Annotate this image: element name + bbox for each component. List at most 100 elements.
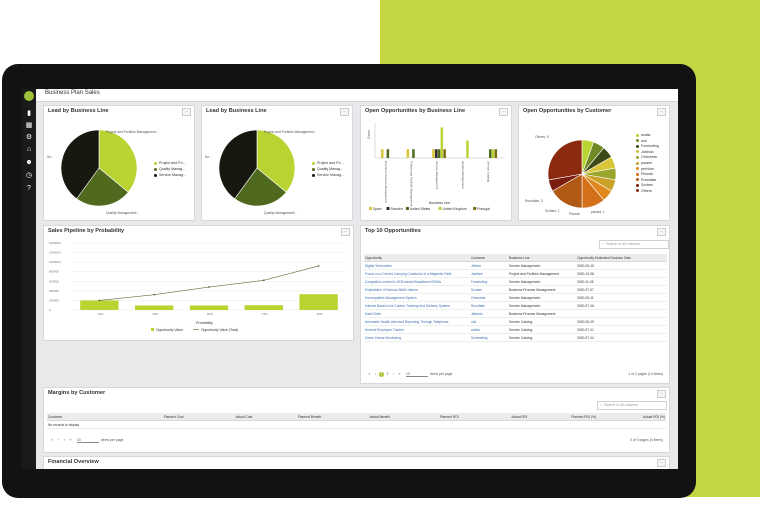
table-row[interactable]: Internet Based Live Courier Tracking And… xyxy=(364,301,667,310)
opportunity-link[interactable]: Green House Monitoring xyxy=(364,333,470,342)
customer-link[interactable]: Fuminoting xyxy=(470,277,508,286)
column-header[interactable]: Planned ROI (%) xyxy=(528,413,598,421)
margins-search-input[interactable]: ⌕ Search in all columns xyxy=(597,401,667,410)
table-cell: 2020-09-15 xyxy=(576,261,667,270)
table-row[interactable]: Focus on a Current Carrying Conductor in… xyxy=(364,269,667,278)
customer-link[interactable]: Ontometa xyxy=(470,293,508,302)
pie-label: Se... xyxy=(205,155,212,159)
prev-page-icon[interactable]: ‹ xyxy=(374,372,377,376)
bank-icon[interactable]: ⌂ xyxy=(26,146,32,153)
pie-slice xyxy=(76,167,129,207)
table-cell: 2020-06-29 xyxy=(576,317,667,326)
margins-summary: 0 of 0 pages (0 items) xyxy=(630,438,663,442)
gear-icon[interactable]: ⚙ xyxy=(25,134,33,141)
customer-link[interactable]: Scoteni xyxy=(470,285,508,294)
bar xyxy=(386,149,390,158)
last-page-icon[interactable]: » xyxy=(398,372,401,376)
legend-swatch xyxy=(369,207,372,210)
page-1-button[interactable]: 1 xyxy=(379,372,384,377)
customer-link[interactable]: avalia xyxy=(470,325,508,334)
legend-swatch xyxy=(312,161,315,165)
table-row[interactable]: Exploitation of Narrow-Width Values Scote… xyxy=(364,285,667,294)
legend-label: Spain xyxy=(373,207,382,211)
legend-swatch xyxy=(636,189,639,193)
opportunity-link[interactable]: Focus on a Current Carrying Conductor in… xyxy=(364,269,470,278)
first-page-icon[interactable]: « xyxy=(51,438,54,442)
table-row[interactable]: Homeopathic Management System Ontometa Ser… xyxy=(364,293,667,302)
bar xyxy=(437,149,441,158)
table-row[interactable]: Digital Technoteks Jellium Service Managem… xyxy=(364,261,667,270)
prev-page-icon[interactable]: ‹ xyxy=(57,438,60,442)
top10-search-input[interactable]: ⌕ Search in all columns xyxy=(599,240,669,249)
pie-label: Others, 5 xyxy=(535,135,549,139)
legend-item: parami xyxy=(636,161,659,167)
last-page-icon[interactable]: » xyxy=(69,438,72,442)
customer-link[interactable]: Jumbee xyxy=(470,269,508,278)
first-page-icon[interactable]: « xyxy=(368,372,371,376)
panel-title: Open Opportunities by Business Line xyxy=(365,108,466,114)
customer-link[interactable]: Jellium xyxy=(470,261,508,270)
column-header[interactable]: Planned ROI xyxy=(390,413,460,421)
customer-link[interactable]: Jabindo xyxy=(470,309,508,318)
next-page-icon[interactable]: › xyxy=(392,372,395,376)
column-header[interactable]: Actual ROI (%) xyxy=(597,413,666,421)
clock-icon[interactable]: ◷ xyxy=(25,172,33,179)
opportunity-link[interactable]: Android Employee Tracker xyxy=(364,325,470,334)
legend-swatch xyxy=(636,183,639,187)
opportunity-link[interactable]: Homeopathic Management System xyxy=(364,293,470,302)
table-row[interactable]: Green House Monitoring Scotmating Service … xyxy=(364,333,667,342)
tick-label: 400000 xyxy=(49,289,59,293)
page-2-button[interactable]: 2 xyxy=(386,372,389,376)
legend-item: Service Manag... xyxy=(312,173,344,177)
panel-menu-icon[interactable]: ··· xyxy=(657,390,666,398)
tick-label: 1200000 xyxy=(49,251,61,255)
bar-chart-icon[interactable]: ▮ xyxy=(27,110,31,117)
opportunity-link[interactable]: Internet Based Live Courier Tracking And… xyxy=(364,301,470,310)
column-header[interactable]: Planned Cost xyxy=(115,413,185,421)
search-icon: ⌕ xyxy=(599,403,602,407)
pie-label: Project and Portfolio Management... xyxy=(106,130,159,134)
panel-menu-icon[interactable]: ··· xyxy=(657,459,666,467)
bar xyxy=(443,149,446,158)
table-row[interactable]: Congestion control in ATM-based Broadban… xyxy=(364,277,667,286)
opportunity-link[interactable]: Congestion control in ATM-based Broadban… xyxy=(364,277,470,286)
table-cell: Service Catalog xyxy=(508,333,576,342)
page-size-select[interactable]: 10 xyxy=(406,372,428,377)
pie-slice xyxy=(218,129,258,200)
grid-icon[interactable]: ▦ xyxy=(25,122,33,129)
column-header[interactable]: Customer xyxy=(47,413,116,421)
help-icon[interactable]: ? xyxy=(27,185,31,192)
customer-link[interactable]: Scotmating xyxy=(470,333,508,342)
column-header[interactable]: Customer xyxy=(470,254,508,262)
users-icon[interactable]: ☻ xyxy=(25,159,33,166)
logo-icon[interactable] xyxy=(24,91,34,101)
table-row[interactable]: Android Employee Tracker avalia Service Ca… xyxy=(364,325,667,334)
table-row[interactable]: Eash Suite Jabindo Business Process Manage… xyxy=(364,309,667,318)
panel-menu-icon[interactable]: ··· xyxy=(340,108,349,116)
column-header[interactable]: Actual ROI xyxy=(459,413,529,421)
panel-menu-icon[interactable]: ··· xyxy=(182,108,191,116)
opportunity-link[interactable]: Exploitation of Narrow-Width Values xyxy=(364,285,470,294)
customer-link[interactable]: ooli xyxy=(470,317,508,326)
opportunity-link[interactable]: Automatic Health Alert and Reporting Thr… xyxy=(364,317,470,326)
page-size-select[interactable]: 10 xyxy=(77,438,99,443)
next-page-icon[interactable]: › xyxy=(63,438,66,442)
customer-link[interactable]: Runofake xyxy=(470,301,508,310)
side-nav: ▮ ▦ ⚙ ⌂ ☻ ◷ ? xyxy=(22,89,36,469)
panel-menu-icon[interactable]: ··· xyxy=(657,108,666,116)
column-header[interactable]: Opportunity xyxy=(364,254,470,262)
opportunity-link[interactable]: Eash Suite xyxy=(364,309,470,318)
column-header[interactable]: Planned Benefit xyxy=(253,413,323,421)
column-header[interactable]: Business Line xyxy=(508,254,576,262)
panel-menu-icon[interactable]: ··· xyxy=(499,108,508,116)
panel-menu-icon[interactable]: ··· xyxy=(341,228,350,236)
column-header[interactable]: Actual Benefit xyxy=(322,413,391,421)
opportunity-link[interactable]: Digital Technoteks xyxy=(364,261,470,270)
bar xyxy=(381,149,384,158)
panel-menu-icon[interactable]: ··· xyxy=(657,228,666,236)
column-header[interactable]: Opportunity Estimated Decision Date xyxy=(576,254,667,262)
column-header[interactable]: Actual Cost xyxy=(184,413,254,421)
top10-table: Opportunity Customer Business Line Opportun… xyxy=(364,254,667,342)
line-point xyxy=(208,286,210,288)
table-row[interactable]: Automatic Health Alert and Reporting Thr… xyxy=(364,317,667,326)
